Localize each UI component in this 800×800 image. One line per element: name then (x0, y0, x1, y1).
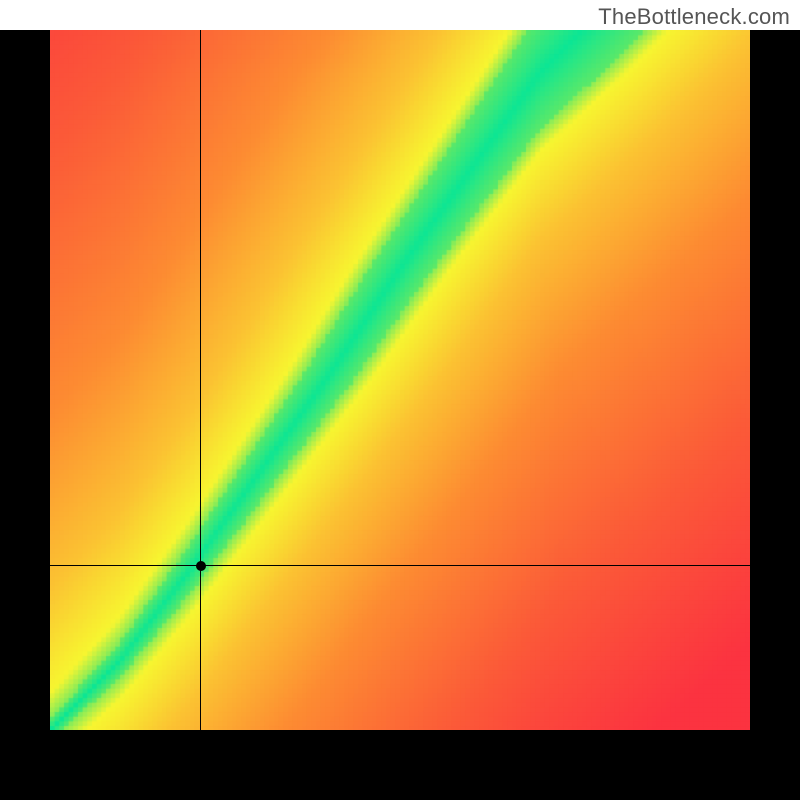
chart-container: TheBottleneck.com (0, 0, 800, 800)
watermark-text: TheBottleneck.com (598, 4, 790, 30)
bottleneck-heatmap (50, 30, 750, 730)
